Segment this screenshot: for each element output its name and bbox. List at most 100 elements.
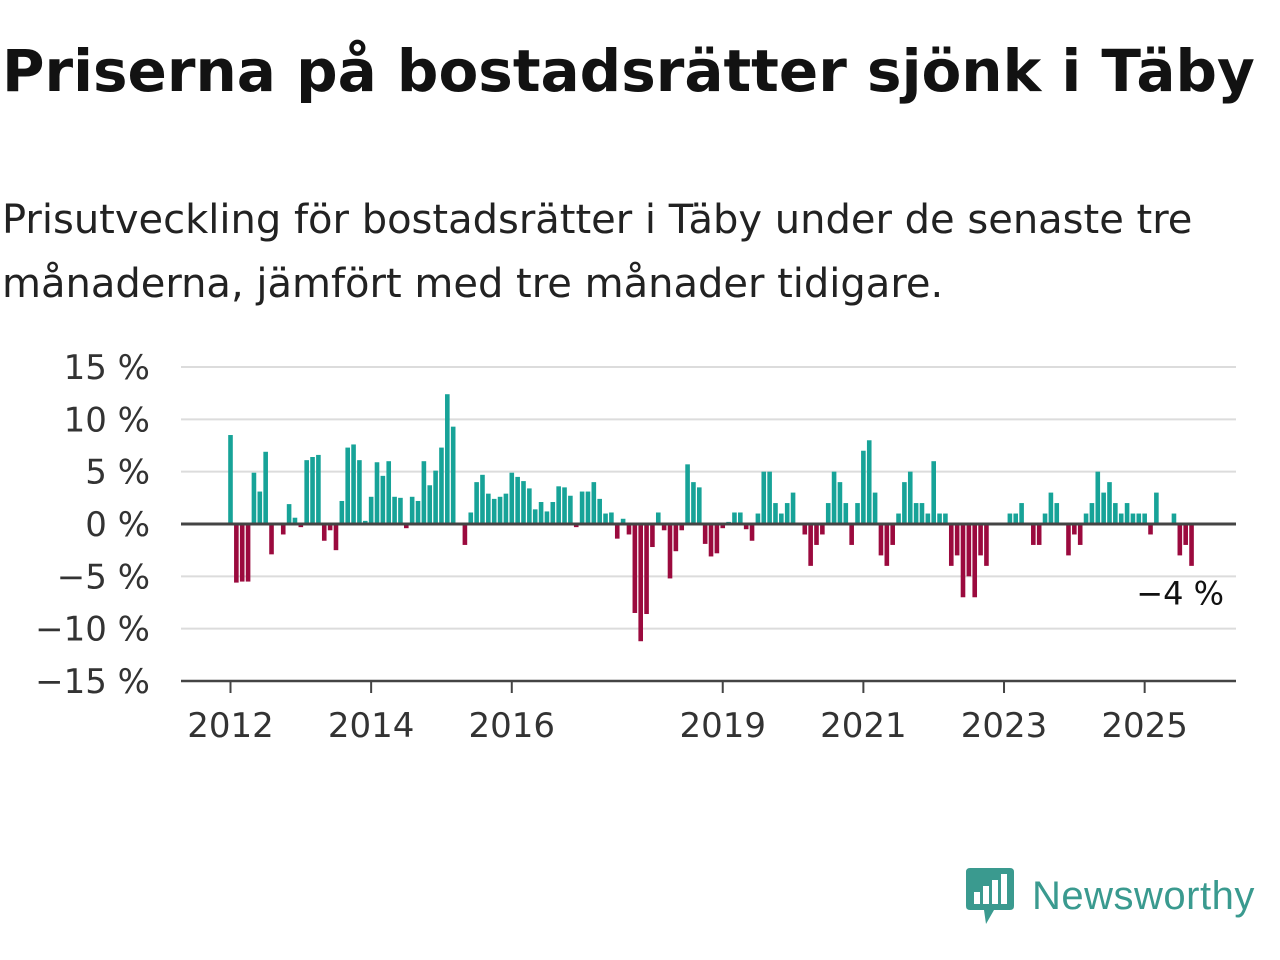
bar — [1154, 492, 1159, 524]
bar — [661, 524, 667, 531]
chart-subtitle: Prisutveckling för bostadsrätter i Täby … — [2, 197, 1193, 307]
bar — [245, 524, 251, 582]
brand-logo: Newsworthy — [964, 866, 1255, 926]
bar — [773, 503, 778, 524]
bar — [913, 503, 919, 524]
bar — [837, 482, 843, 524]
bar — [650, 524, 655, 548]
bar — [562, 487, 567, 524]
bar — [784, 503, 790, 524]
bar — [404, 524, 409, 529]
bar — [685, 464, 690, 524]
bar — [491, 498, 497, 524]
bar — [591, 482, 597, 524]
bar — [761, 471, 767, 524]
bar — [316, 454, 321, 524]
bar — [802, 524, 808, 535]
axes — [181, 522, 1236, 693]
bar — [251, 472, 257, 524]
chart-title: Priserna på bostadsrätter sjönk i Täby — [2, 37, 1255, 105]
bar — [638, 524, 643, 642]
bar — [298, 524, 304, 528]
bar — [978, 524, 983, 556]
y-tick-label: −5 % — [57, 557, 150, 597]
bar — [708, 524, 714, 557]
bar — [579, 491, 585, 524]
x-tick-label: 2016 — [469, 706, 556, 746]
bar — [486, 493, 491, 524]
bar — [532, 509, 538, 524]
bar — [427, 485, 433, 524]
x-tick-label: 2025 — [1101, 706, 1188, 746]
bar — [890, 524, 895, 545]
y-axis-tick-labels: 15 % 10 % 5 % 0 % −5 % −10 % −15 % — [35, 348, 150, 702]
bar — [357, 460, 362, 524]
bar — [937, 513, 942, 524]
bar — [339, 500, 345, 524]
bar — [1031, 524, 1036, 545]
bar — [398, 497, 403, 524]
bar — [415, 500, 421, 524]
bar — [948, 524, 954, 566]
bar — [550, 502, 556, 524]
bar — [257, 491, 263, 524]
bar — [1054, 503, 1060, 524]
brand-name: Newsworthy — [1032, 873, 1255, 918]
bar — [597, 498, 602, 524]
bar — [714, 524, 720, 554]
bar — [1142, 513, 1147, 524]
bar — [872, 492, 878, 524]
last-value-label: −4 % — [1136, 574, 1224, 612]
newsworthy-chart-bubble-icon — [966, 868, 1014, 924]
bar — [667, 524, 673, 579]
bar — [421, 461, 427, 524]
bar — [884, 524, 890, 566]
bar — [515, 476, 520, 524]
bar — [321, 524, 327, 541]
y-tick-label: 10 % — [64, 400, 150, 440]
bar — [925, 513, 931, 524]
bar — [468, 512, 474, 524]
bar — [614, 524, 620, 539]
bar — [345, 447, 350, 524]
bar — [527, 488, 532, 524]
bar — [943, 513, 948, 524]
bar — [1066, 524, 1071, 556]
bar — [1148, 524, 1153, 535]
bar — [984, 524, 989, 566]
bar — [743, 524, 749, 530]
bar — [280, 524, 286, 535]
bar — [310, 457, 315, 524]
bar — [702, 524, 708, 544]
bar — [814, 524, 819, 545]
annotations: −4 % — [1136, 574, 1224, 612]
bar — [1007, 513, 1013, 524]
x-tick-label: 2023 — [961, 706, 1048, 746]
bar — [1072, 524, 1077, 535]
bar — [351, 444, 356, 524]
x-tick-label: 2012 — [187, 706, 274, 746]
bar — [632, 524, 638, 613]
bar — [960, 524, 966, 598]
bar — [380, 475, 386, 524]
bar — [333, 524, 339, 551]
bar — [655, 512, 661, 524]
bar — [1107, 482, 1112, 524]
bar — [1095, 471, 1101, 524]
bar — [263, 451, 268, 524]
bar — [269, 524, 274, 555]
bar — [1124, 503, 1130, 524]
bar — [831, 471, 837, 524]
bar — [1042, 513, 1048, 524]
y-tick-label: −15 % — [35, 662, 150, 702]
bar — [779, 513, 784, 524]
bar — [1130, 513, 1136, 524]
bar — [327, 524, 333, 531]
bar — [585, 491, 591, 524]
y-tick-label: −10 % — [35, 610, 150, 650]
bar — [866, 440, 872, 524]
bar — [1019, 503, 1024, 524]
bar — [902, 482, 907, 524]
bar — [966, 524, 972, 577]
bar — [474, 482, 479, 524]
